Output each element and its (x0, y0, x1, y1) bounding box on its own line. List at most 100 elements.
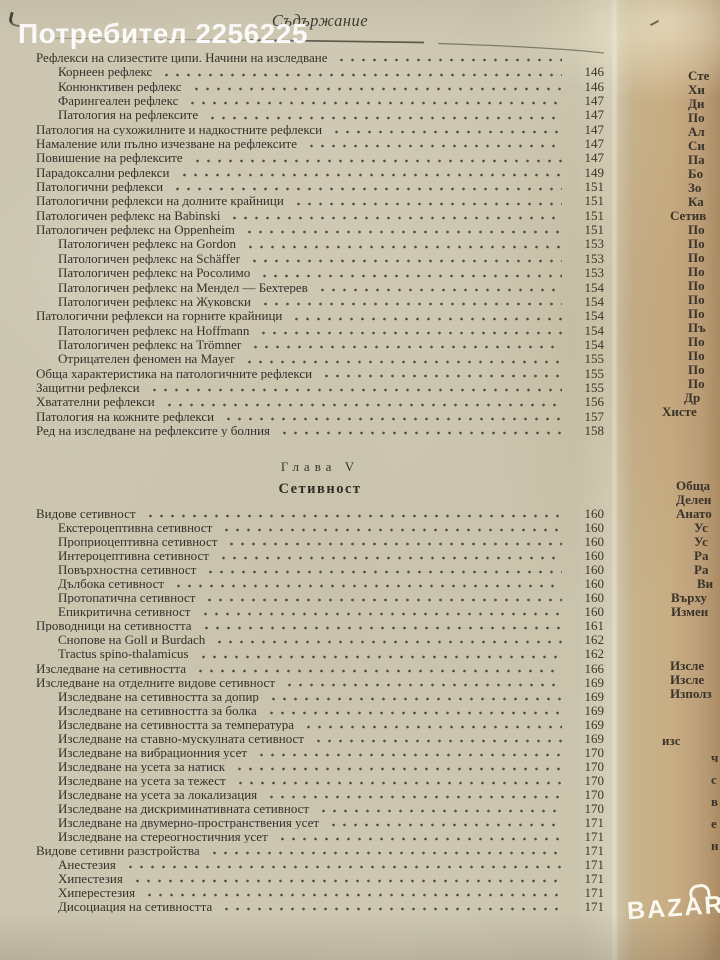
leader-dots (131, 877, 562, 884)
leader-dots (244, 242, 562, 249)
toc-entry-title: Дисоциация на сетивността (58, 899, 213, 914)
adjacent-page-text-fragment: По (688, 110, 705, 125)
leader-dots (229, 214, 562, 221)
toc-row: Tractus spino-thalamicus 162 (36, 646, 604, 660)
leader-dots (187, 99, 562, 106)
toc-entry-title: Патологичен рефлекс на Trömner (58, 336, 242, 352)
leader-dots (267, 694, 562, 701)
toc-page-number: 160 (584, 562, 605, 577)
toc-page-number: 170 (584, 772, 605, 787)
leader-dots (200, 624, 562, 631)
adjacent-page-text-fragment: Сетив (670, 208, 707, 223)
toc-row: Патология на сухожилните и надкостните р… (36, 122, 604, 136)
toc-row: Изследване на усета за тежест 170 (36, 773, 604, 787)
toc-row: Рефлекси на слизестите ципи. Начини на и… (36, 50, 604, 64)
toc-entry-title: Патологични рефлекси на долните крайници (36, 193, 284, 208)
adjacent-page-text-fragment: Хисте (662, 404, 697, 419)
toc-entry-title: Патологичен рефлекс на Мендел — Бехтерев (58, 279, 308, 294)
toc-entry-title: Повишение на рефлексите (36, 150, 183, 165)
leader-dots (217, 554, 562, 561)
toc-entry-title: Проводници на сетивността (36, 618, 192, 633)
toc-row: Проприоцептивна сетивност 160 (36, 534, 604, 548)
toc-entry-title: Патология на рефлексите (58, 107, 199, 122)
toc-page-number: 151 (584, 179, 605, 194)
toc-entry-title: Патологични рефлекси (36, 179, 164, 194)
toc-entry-title: Намаление или пълно изчезване на рефлекс… (36, 136, 297, 151)
toc-page-number: 162 (584, 632, 605, 647)
toc-page-number: 171 (584, 899, 605, 914)
toc-page-number: 151 (584, 222, 605, 237)
toc-page-number: 153 (584, 265, 605, 280)
adjacent-page-text-fragment: По (688, 278, 705, 293)
toc-entry-title: Хватателни рефлекси (36, 394, 155, 409)
toc-page-number: 147 (584, 136, 605, 151)
leader-dots (258, 328, 562, 335)
toc-entry-title: Изследване на дискриминативната сетивнос… (58, 800, 310, 816)
toc-row: Изследване на дискриминативната сетивнос… (36, 801, 604, 815)
toc-row: Хипестезия 171 (36, 871, 604, 885)
toc-entry-title: Патологичен рефлекс на Babinski (36, 207, 221, 223)
leader-dots (172, 185, 562, 192)
leader-dots (265, 708, 562, 715)
toc-row: Видове сетивни разстройства 171 (36, 843, 604, 857)
toc-row: Протопатична сетивност 160 (36, 590, 604, 604)
toc-page-number: 156 (584, 394, 605, 409)
leader-dots (199, 610, 562, 617)
toc-row: Повърхностна сетивност 160 (36, 562, 604, 576)
leader-dots (124, 863, 562, 870)
leader-dots (195, 666, 562, 673)
toc-entry-title: Изследване на вибрационния усет (58, 744, 248, 759)
toc-row: Защитни рефлекси 155 (36, 380, 604, 394)
leader-dots (279, 429, 562, 436)
adjacent-page-text-fragment: ч (711, 750, 719, 765)
adjacent-page-text-fragment: Обща (676, 478, 711, 493)
leader-dots (190, 85, 562, 92)
toc-row: Патологичен рефлекс на Gordon 153 (36, 236, 604, 250)
toc-page-number: 147 (584, 107, 605, 122)
adjacent-page-text-fragment: Па (688, 152, 705, 167)
toc-entry-title: Патологичен рефлекс на Росолимо (58, 265, 251, 280)
toc-entry-title: Изследване на ставно-мускулната сетивнос… (58, 730, 304, 745)
leader-dots (161, 70, 562, 77)
leader-dots (276, 835, 562, 842)
toc-page-number: 146 (584, 64, 605, 79)
toc-entry-title: Хиперестезия (58, 885, 136, 900)
leader-dots (221, 526, 562, 533)
toc-page-number: 170 (584, 786, 605, 801)
adjacent-page-text-fragment: Зо (688, 180, 702, 195)
toc-entry-title: Патология на кожните рефлекси (36, 408, 215, 423)
leader-dots (284, 680, 562, 687)
toc-entry-title: Tractus spino-thalamicus (58, 646, 189, 661)
leader-dots (214, 638, 562, 645)
leader-dots (226, 540, 562, 547)
leader-dots (331, 128, 562, 135)
leader-dots (243, 228, 562, 235)
toc-page-number: 171 (584, 829, 605, 844)
toc-row: Изследване на сетивността 166 (36, 661, 604, 675)
toc-entry-title: Изследване на усета за локализация (58, 786, 258, 801)
toc-row: Дисоциация на сетивността 171 (36, 899, 604, 913)
toc-page-number: 154 (584, 336, 605, 352)
toc-page-number: 160 (584, 590, 605, 605)
toc-entry-title: Изследване на сетивността за болка (58, 702, 257, 717)
toc-entry-title: Патологични рефлекси на горните крайници (36, 308, 283, 323)
toc-page-number: 161 (584, 618, 605, 633)
adjacent-page-text-fragment: По (688, 250, 705, 265)
toc-row: Изследване на вибрационния усет 170 (36, 745, 604, 759)
leader-dots (173, 582, 562, 589)
adjacent-page-text-fragment: н (711, 838, 719, 853)
toc-row: Анестезия 171 (36, 857, 604, 871)
leader-dots (243, 357, 562, 364)
adjacent-page-text-fragment: Ди (688, 96, 705, 111)
section-title: Сетивност (278, 481, 362, 497)
leader-dots (303, 722, 562, 729)
toc-row: Патологичен рефлекс на Hoffmann 154 (36, 323, 604, 337)
toc-section-reflexes: Рефлекси на слизестите ципи. Начини на и… (36, 50, 604, 437)
toc-entry-title: Повърхностна сетивност (58, 562, 197, 577)
toc-page-number: 162 (584, 646, 605, 661)
toc-row: Дълбока сетивност 160 (36, 576, 604, 590)
toc-entry-title: Патология на сухожилните и надкостните р… (36, 121, 323, 137)
adjacent-page-text-fragment: Върху (671, 590, 707, 605)
adjacent-page-text-fragment: По (688, 236, 705, 251)
leader-dots (316, 285, 562, 292)
